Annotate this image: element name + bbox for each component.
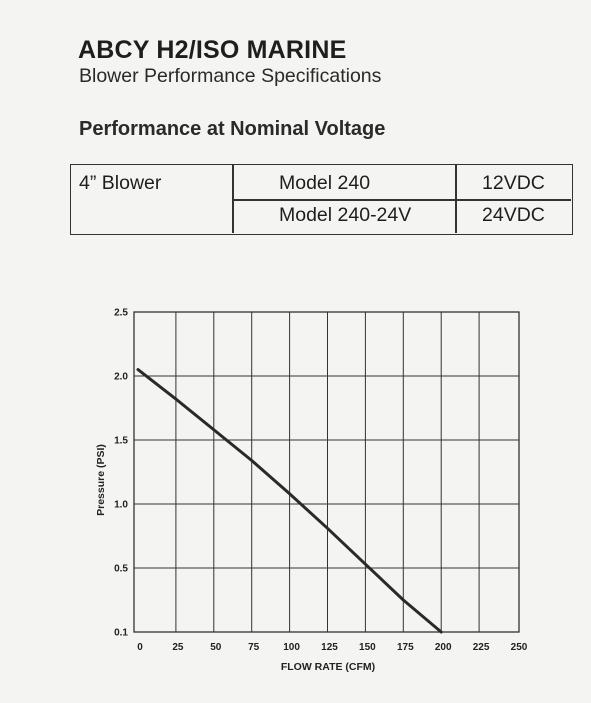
document-subtitle: Blower Performance Specifications bbox=[79, 65, 382, 87]
x-tick-label: 200 bbox=[435, 642, 452, 653]
blower-size-cell: 4” Blower bbox=[79, 172, 162, 194]
x-tick-label: 100 bbox=[283, 642, 300, 653]
x-tick-label: 0 bbox=[137, 642, 143, 653]
plot-frame bbox=[133, 311, 520, 633]
voltage-cell: 12VDC bbox=[482, 172, 545, 194]
y-tick-label: 1.0 bbox=[114, 500, 128, 511]
x-axis-label: FLOW RATE (CFM) bbox=[281, 661, 375, 673]
y-tick-label: 1.5 bbox=[114, 436, 128, 447]
model-cell: Model 240 bbox=[279, 172, 371, 194]
y-tick-label: 0.5 bbox=[114, 564, 128, 575]
y-tick-label: 0.1 bbox=[114, 628, 128, 639]
pressure-curve bbox=[136, 368, 443, 634]
voltage-cell: 24VDC bbox=[482, 204, 545, 226]
x-tick-label: 225 bbox=[473, 642, 490, 653]
table-divider bbox=[232, 199, 571, 201]
x-tick-label: 75 bbox=[248, 642, 260, 653]
spec-table: 4” Blower Model 240 12VDC Model 240-24V … bbox=[70, 164, 573, 235]
model-cell: Model 240-24V bbox=[279, 204, 412, 226]
x-tick-label: 50 bbox=[210, 642, 222, 653]
x-tick-label: 250 bbox=[511, 642, 528, 653]
chart-grid bbox=[133, 311, 520, 633]
y-axis-label: Pressure (PSI) bbox=[95, 444, 107, 516]
document-title: ABCY H2/ISO MARINE bbox=[78, 36, 347, 64]
x-tick-label: 25 bbox=[172, 642, 184, 653]
x-tick-label: 125 bbox=[321, 642, 338, 653]
x-tick-label: 150 bbox=[359, 642, 376, 653]
y-tick-label: 2.0 bbox=[114, 372, 128, 383]
chart-ticks: 0 25 50 75 100 125 150 175 200 225 250 0.1 0.5 1.0 1.5… bbox=[114, 308, 528, 654]
section-heading: Performance at Nominal Voltage bbox=[79, 118, 386, 140]
y-tick-label: 2.5 bbox=[114, 308, 128, 319]
chart-series bbox=[136, 368, 443, 634]
x-tick-label: 175 bbox=[397, 642, 414, 653]
